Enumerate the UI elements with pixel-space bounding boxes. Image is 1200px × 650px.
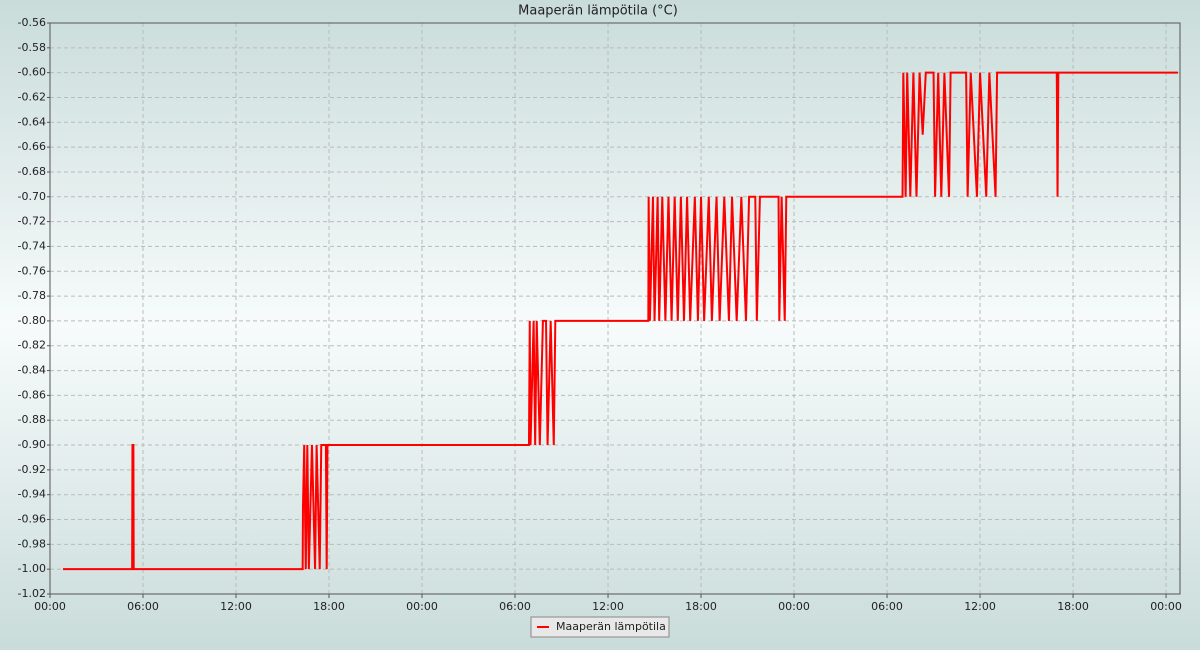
x-tick-label: 00:00 xyxy=(778,600,810,613)
y-tick-label: -0.90 xyxy=(18,438,46,451)
y-tick-label: -0.60 xyxy=(18,66,46,79)
x-tick-label: 00:00 xyxy=(34,600,66,613)
plot-frame xyxy=(49,22,1181,595)
x-tick-label: 18:00 xyxy=(685,600,717,613)
x-tick-label: 06:00 xyxy=(127,600,159,613)
y-tick-label: -0.88 xyxy=(18,413,46,426)
legend-box xyxy=(530,616,670,638)
y-tick-label: -0.82 xyxy=(18,339,46,352)
x-tick-label: 12:00 xyxy=(592,600,624,613)
x-tick-label: 06:00 xyxy=(499,600,531,613)
y-tick-label: -1.02 xyxy=(18,587,46,600)
x-tick-label: 00:00 xyxy=(406,600,438,613)
y-tick-label: -0.84 xyxy=(18,364,46,377)
y-tick-label: -0.56 xyxy=(18,16,46,29)
y-tick-label: -0.76 xyxy=(18,264,46,277)
y-tick-label: -0.64 xyxy=(18,115,46,128)
y-tick-label: -0.96 xyxy=(18,513,46,526)
y-tick-label: -0.80 xyxy=(18,314,46,327)
y-tick-label: -0.86 xyxy=(18,388,46,401)
y-tick-label: -0.92 xyxy=(18,463,46,476)
legend-label: Maaperän lämpötila xyxy=(556,620,666,633)
data-line xyxy=(63,71,1178,571)
x-tick-label: 06:00 xyxy=(871,600,903,613)
x-tick-label: 00:00 xyxy=(1150,600,1182,613)
y-tick-label: -0.68 xyxy=(18,165,46,178)
y-tick-label: -0.70 xyxy=(18,190,46,203)
y-tick-label: -0.78 xyxy=(18,289,46,302)
y-tick-label: -0.62 xyxy=(18,90,46,103)
y-tick-label: -0.58 xyxy=(18,41,46,54)
y-tick-label: -0.66 xyxy=(18,140,46,153)
x-tick-label: 12:00 xyxy=(220,600,252,613)
y-tick-label: -0.74 xyxy=(18,239,46,252)
y-tick-label: -1.00 xyxy=(18,562,46,575)
x-tick-label: 18:00 xyxy=(1057,600,1089,613)
x-tick-label: 12:00 xyxy=(964,600,996,613)
y-tick-label: -0.72 xyxy=(18,215,46,228)
y-tick-label: -0.98 xyxy=(18,537,46,550)
x-tick-label: 18:00 xyxy=(313,600,345,613)
y-tick-label: -0.94 xyxy=(18,488,46,501)
chart-title: Maaperän lämpötila (°C) xyxy=(518,4,678,19)
